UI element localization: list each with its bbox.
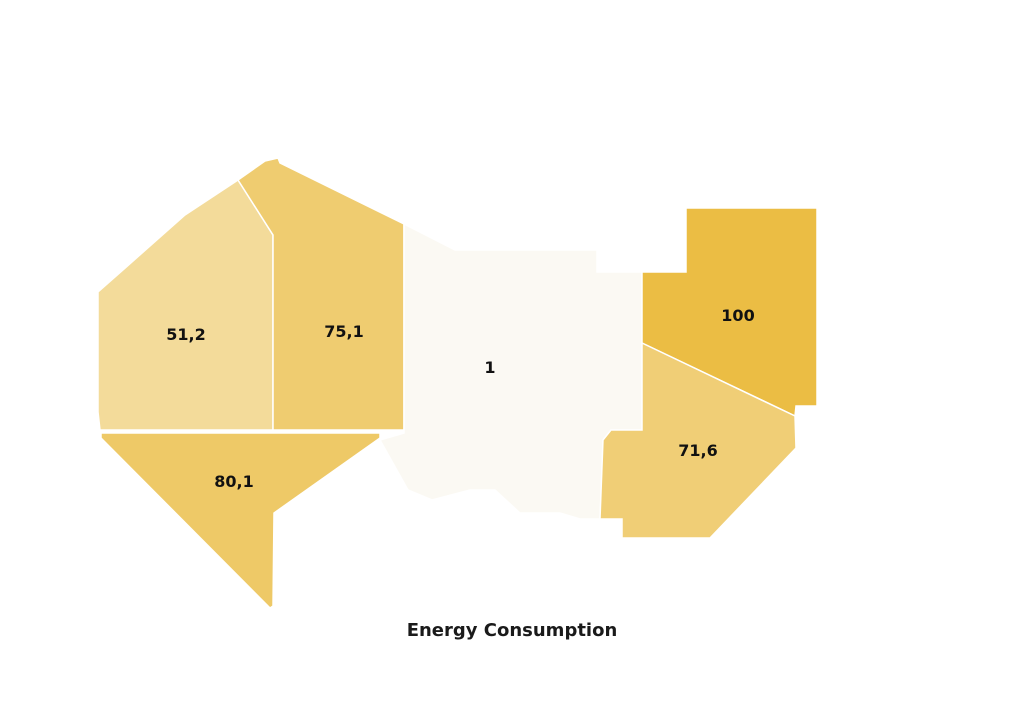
region-southeast[interactable]: [599, 341, 797, 539]
map-title: Energy Consumption: [406, 620, 618, 641]
region-label-southwest: 80,1: [214, 472, 253, 491]
region-label-southeast: 71,6: [678, 441, 717, 460]
region-southwest[interactable]: [100, 432, 381, 609]
region-label-center: 1: [484, 358, 495, 377]
regions-layer: [97, 157, 818, 609]
region-label-north-center: 75,1: [324, 322, 363, 341]
region-west-upper[interactable]: [97, 178, 274, 431]
region-label-northeast: 100: [721, 306, 754, 325]
labels-layer: 51,2 75,1 80,1 1 100 71,6: [166, 306, 754, 491]
region-center[interactable]: [378, 222, 643, 520]
region-label-west-upper: 51,2: [166, 325, 205, 344]
